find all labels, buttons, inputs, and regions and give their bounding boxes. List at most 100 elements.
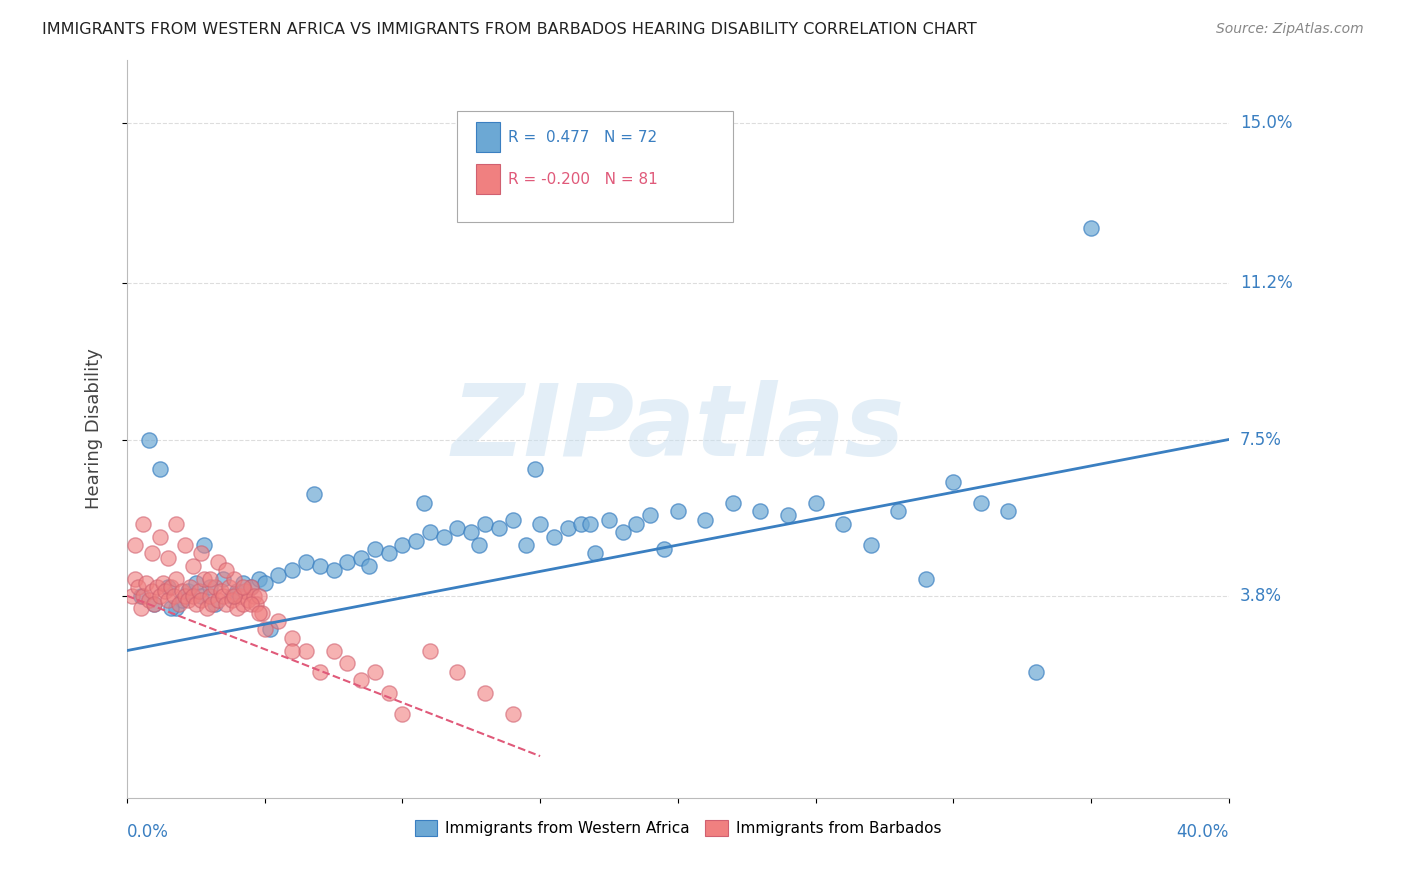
Point: [474, 686, 496, 700]
Point: [198, 580, 221, 594]
Point: [170, 593, 193, 607]
Point: [638, 508, 661, 523]
Point: [215, 563, 238, 577]
Point: [176, 593, 198, 607]
Point: [149, 589, 172, 603]
Point: [804, 496, 827, 510]
Point: [127, 580, 149, 594]
Point: [295, 555, 318, 569]
Point: [308, 559, 330, 574]
Point: [132, 589, 155, 603]
Point: [502, 513, 524, 527]
Point: [163, 589, 186, 603]
Point: [460, 525, 482, 540]
Point: [157, 593, 180, 607]
Point: [190, 589, 212, 603]
Point: [198, 589, 221, 603]
Point: [132, 516, 155, 531]
Point: [267, 614, 290, 628]
Point: [281, 631, 304, 645]
Point: [695, 513, 717, 527]
Text: ZIPatlas: ZIPatlas: [451, 381, 904, 477]
Point: [236, 593, 259, 607]
Point: [250, 606, 273, 620]
Point: [181, 559, 204, 574]
Point: [391, 706, 413, 721]
Point: [193, 572, 215, 586]
Point: [167, 597, 190, 611]
Point: [166, 601, 188, 615]
Point: [181, 589, 204, 603]
Point: [997, 504, 1019, 518]
Point: [350, 673, 373, 687]
Point: [336, 657, 359, 671]
Point: [281, 643, 304, 657]
Point: [176, 584, 198, 599]
Point: [212, 589, 235, 603]
Point: [502, 706, 524, 721]
Point: [281, 563, 304, 577]
Point: [970, 496, 993, 510]
Point: [204, 580, 226, 594]
Point: [235, 584, 257, 599]
Point: [129, 601, 152, 615]
Point: [224, 589, 246, 603]
Point: [413, 496, 436, 510]
Point: [571, 516, 593, 531]
Text: R = -0.200   N = 81: R = -0.200 N = 81: [508, 172, 658, 186]
Point: [468, 538, 491, 552]
Text: 0.0%: 0.0%: [127, 823, 169, 841]
Point: [859, 538, 882, 552]
Point: [322, 643, 344, 657]
Point: [557, 521, 579, 535]
Point: [529, 516, 551, 531]
Point: [1080, 221, 1102, 235]
Text: IMMIGRANTS FROM WESTERN AFRICA VS IMMIGRANTS FROM BARBADOS HEARING DISABILITY CO: IMMIGRANTS FROM WESTERN AFRICA VS IMMIGR…: [42, 22, 977, 37]
FancyBboxPatch shape: [457, 112, 733, 222]
Point: [141, 584, 163, 599]
Text: 40.0%: 40.0%: [1177, 823, 1229, 841]
Point: [253, 576, 276, 591]
Point: [173, 538, 195, 552]
Point: [405, 533, 427, 548]
Point: [209, 584, 232, 599]
Point: [721, 496, 744, 510]
Point: [207, 555, 229, 569]
Point: [377, 686, 399, 700]
Point: [578, 516, 600, 531]
Point: [195, 601, 218, 615]
Point: [652, 542, 675, 557]
Point: [239, 597, 262, 611]
Point: [433, 530, 456, 544]
Point: [135, 576, 157, 591]
Point: [446, 521, 468, 535]
Text: R =  0.477   N = 72: R = 0.477 N = 72: [508, 129, 657, 145]
Point: [226, 584, 249, 599]
Point: [359, 559, 381, 574]
Text: Source: ZipAtlas.com: Source: ZipAtlas.com: [1216, 22, 1364, 37]
Point: [224, 572, 246, 586]
Point: [488, 521, 510, 535]
Point: [887, 504, 910, 518]
Text: 7.5%: 7.5%: [1240, 431, 1282, 449]
Point: [124, 572, 146, 586]
Point: [446, 665, 468, 679]
Point: [221, 593, 243, 607]
Point: [232, 580, 254, 594]
Point: [143, 597, 166, 611]
Point: [253, 623, 276, 637]
Point: [201, 597, 224, 611]
Point: [1025, 665, 1047, 679]
Point: [914, 572, 936, 586]
Point: [160, 580, 183, 594]
Point: [322, 563, 344, 577]
Point: [364, 665, 387, 679]
Text: 11.2%: 11.2%: [1240, 275, 1292, 293]
Point: [152, 576, 174, 591]
Point: [149, 462, 172, 476]
Point: [377, 547, 399, 561]
Point: [523, 462, 546, 476]
Y-axis label: Hearing Disability: Hearing Disability: [86, 349, 103, 509]
Point: [350, 550, 373, 565]
Point: [218, 580, 240, 594]
